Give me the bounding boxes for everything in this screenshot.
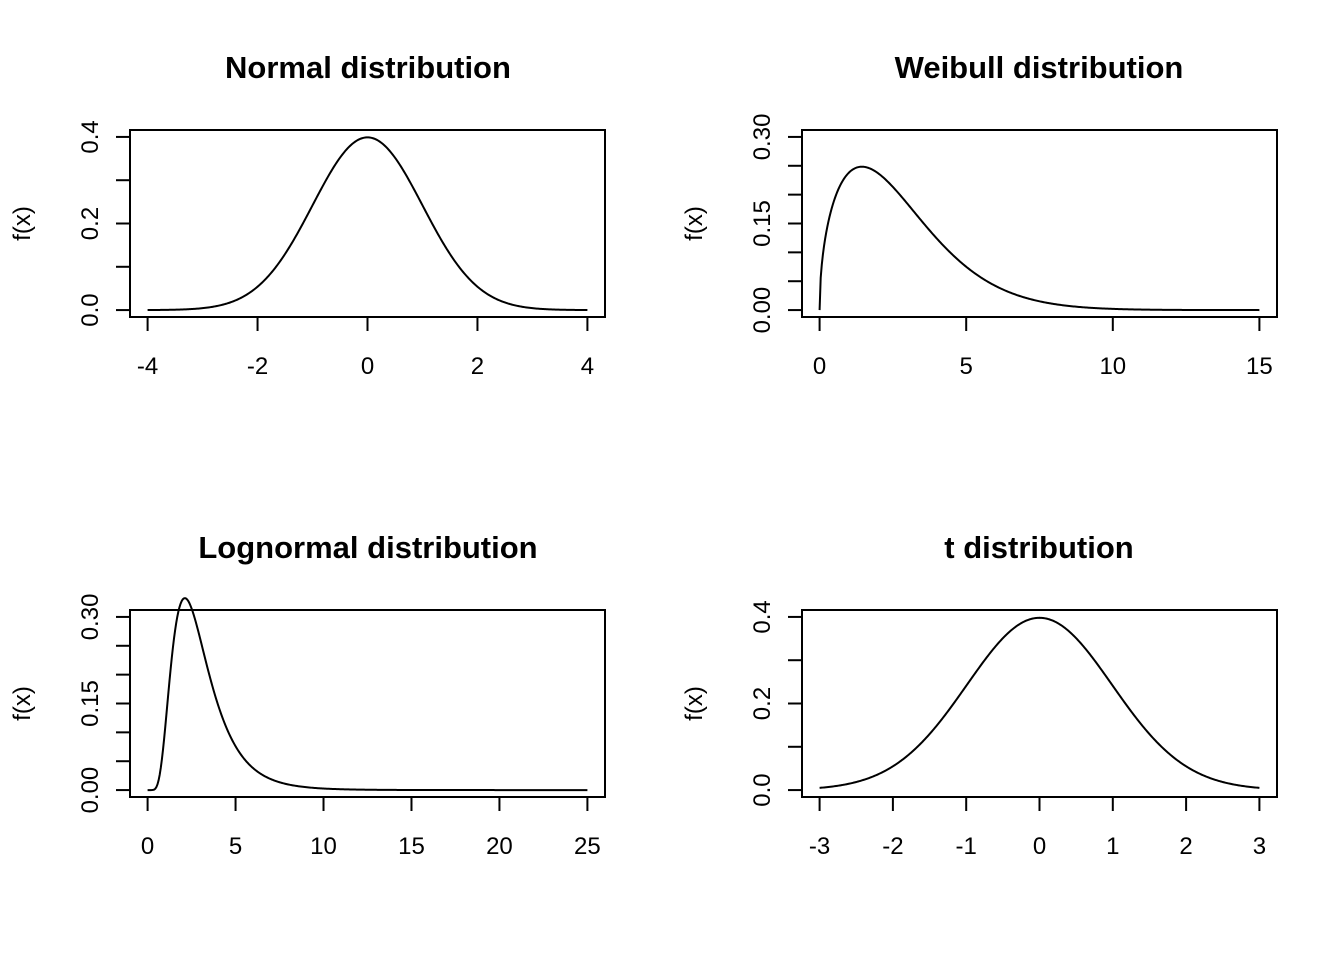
chart-panel-3: t distribution -3 -2 -1 0 1 2 3 0.0 0.2 0.4 f(x) [681, 530, 1278, 860]
x-tick-label: 10 [310, 833, 337, 860]
chart-title: t distribution [944, 530, 1133, 565]
x-axis: 0 5 10 15 20 25 [141, 796, 601, 860]
x-tick-label: 0 [813, 353, 826, 380]
y-axis-label: f(x) [9, 686, 36, 721]
y-tick-label: 0.0 [749, 773, 776, 806]
y-tick-label: 0.4 [77, 120, 104, 153]
plot-frame [801, 129, 1278, 318]
x-tick-label: 5 [229, 833, 242, 860]
x-tick-label: -2 [247, 353, 268, 380]
x-tick-label: 15 [398, 833, 425, 860]
y-axis: 0.0 0.2 0.4 [77, 120, 131, 327]
x-tick-label: 2 [471, 353, 484, 380]
chart-title: Lognormal distribution [198, 530, 537, 565]
y-tick-label: 0.30 [749, 114, 776, 161]
y-axis: 0.00 0.15 0.30 [749, 114, 803, 334]
chart-title: Normal distribution [225, 50, 511, 85]
y-axis: 0.00 0.15 0.30 [77, 594, 131, 814]
x-tick-label: 2 [1179, 833, 1192, 860]
plot-frame [801, 609, 1278, 798]
y-axis-label: f(x) [681, 206, 708, 241]
plot-frame [129, 129, 606, 318]
x-tick-label: 10 [1099, 353, 1126, 380]
chart-panel-2: Lognormal distribution 0 5 10 15 20 25 0.00 0.15… [9, 530, 606, 860]
x-tick-label: 1 [1106, 833, 1119, 860]
y-axis: 0.0 0.2 0.4 [749, 600, 803, 807]
plot-frame [129, 609, 606, 798]
x-tick-label: -4 [137, 353, 158, 380]
x-tick-label: 0 [141, 833, 154, 860]
x-tick-label: 5 [960, 353, 973, 380]
y-tick-label: 0.0 [77, 293, 104, 326]
x-tick-label: 3 [1253, 833, 1266, 860]
density-curve [147, 597, 588, 792]
y-tick-label: 0.4 [749, 600, 776, 633]
x-tick-label: -1 [956, 833, 977, 860]
y-tick-label: 0.2 [749, 687, 776, 720]
y-tick-label: 0.00 [77, 767, 104, 814]
chart-panel-1: Weibull distribution 0 5 10 15 0.00 0.15 0.30 f(… [681, 50, 1278, 380]
x-tick-label: 15 [1246, 353, 1273, 380]
chart-title: Weibull distribution [895, 50, 1184, 85]
y-tick-label: 0.15 [749, 200, 776, 247]
x-tick-label: 0 [361, 353, 374, 380]
density-curve [147, 136, 588, 312]
x-axis: -3 -2 -1 0 1 2 3 [809, 796, 1266, 860]
x-tick-label: 25 [574, 833, 601, 860]
x-tick-label: -2 [882, 833, 903, 860]
x-tick-label: 0 [1033, 833, 1046, 860]
x-tick-label: -3 [809, 833, 830, 860]
y-tick-label: 0.30 [77, 594, 104, 641]
y-tick-label: 0.2 [77, 207, 104, 240]
x-tick-label: 20 [486, 833, 513, 860]
y-tick-label: 0.00 [749, 287, 776, 334]
x-tick-label: 4 [581, 353, 594, 380]
x-axis: 0 5 10 15 [813, 316, 1273, 380]
y-axis-label: f(x) [9, 206, 36, 241]
x-axis: -4 -2 0 2 4 [137, 316, 594, 380]
density-curve [818, 165, 1260, 312]
y-axis-label: f(x) [681, 686, 708, 721]
density-curve [819, 616, 1260, 789]
chart-panel-0: Normal distribution -4 -2 0 2 4 0.0 0.2 0.4 f(x) [9, 50, 606, 380]
y-tick-label: 0.15 [77, 680, 104, 727]
